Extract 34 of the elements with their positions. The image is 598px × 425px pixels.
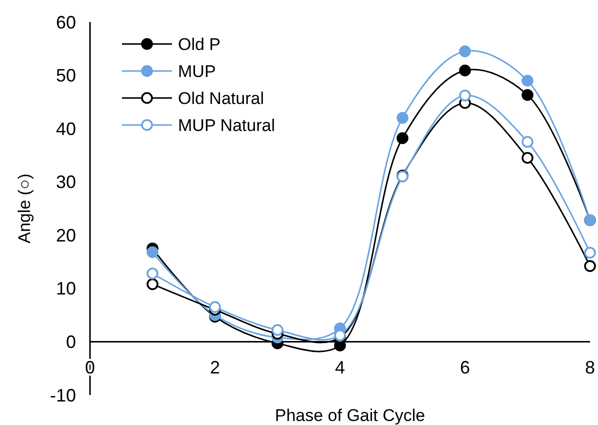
y-tick-label: 40 [56,118,76,139]
point [209,301,221,313]
y-tick-label: 60 [56,12,76,32]
y-tick-label: 10 [56,278,76,299]
x-tick-label: 2 [210,358,220,378]
y-tick-label: 50 [56,66,76,86]
point [146,278,158,290]
x-tick-label: 4 [334,358,346,378]
x-axis-title: Phase of Gait Cycle [274,406,426,425]
point [396,132,408,144]
point [396,112,408,124]
y-tick-label: -10 [50,385,76,406]
point [459,90,471,102]
x-tick-label: 8 [584,358,596,378]
point [459,45,471,58]
y-axis-title: Angle (○) [15,174,34,244]
point [272,324,284,336]
point [146,246,158,258]
point [146,268,158,280]
point [522,152,534,164]
point [459,64,471,76]
point [522,136,534,148]
legend-label: MUP [178,62,216,81]
legend-label: Old P [178,34,221,54]
y-tick-label: 0 [66,332,76,352]
y-tick-label: 20 [56,225,76,246]
point [584,246,596,259]
point [584,260,596,272]
point [522,89,534,101]
point [522,74,534,87]
legend-label: Old Natural [178,88,264,108]
x-tick-label: 6 [460,358,470,378]
legend-label: MUP Natural [178,116,275,135]
y-tick-label: 30 [56,172,76,192]
